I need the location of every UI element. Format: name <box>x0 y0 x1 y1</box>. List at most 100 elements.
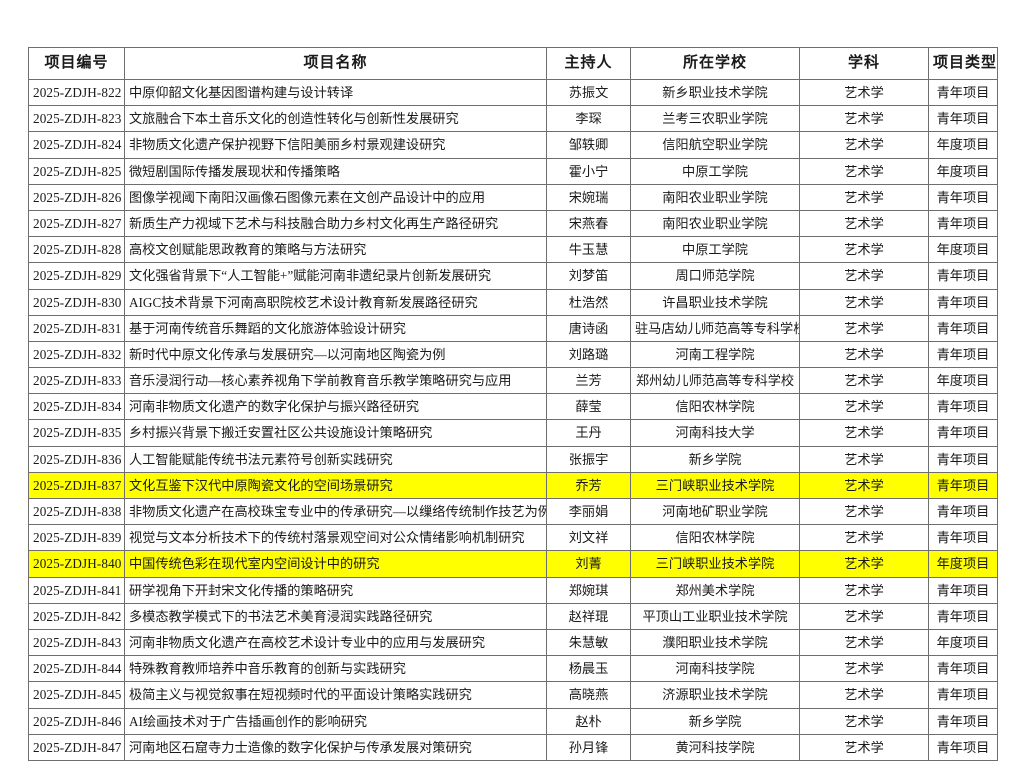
cell-school: 许昌职业技术学院 <box>630 288 800 316</box>
table-row[interactable]: 2025-ZDJH-824 非物质文化遗产保护视野下信阳美丽乡村景观建设研究 邹轶卿… <box>28 131 998 159</box>
table-row[interactable]: 2025-ZDJH-842 多模态教学模式下的书法艺术美育浸润实践路径研究 赵祥琨平… <box>28 602 998 630</box>
cell-project-code: 2025-ZDJH-825 <box>28 157 125 185</box>
cell-project-type: 青年项目 <box>928 707 998 735</box>
cell-project-code: 2025-ZDJH-847 <box>28 733 125 761</box>
cell-school: 信阳农林学院 <box>630 524 800 552</box>
cell-school: 中原工学院 <box>630 157 800 185</box>
cell-school: 郑州美术学院 <box>630 576 800 604</box>
cell-project-name: 视觉与文本分析技术下的传统村落景观空间对公众情绪影响机制研究 <box>124 524 547 552</box>
cell-host: 薛莹 <box>546 393 631 421</box>
cell-project-name: 乡村振兴背景下搬迁安置社区公共设施设计策略研究 <box>124 419 547 447</box>
cell-project-name: 河南地区石窟寺力士造像的数字化保护与传承发展对策研究 <box>124 733 547 761</box>
cell-project-type: 年度项目 <box>928 367 998 395</box>
cell-project-code: 2025-ZDJH-843 <box>28 628 125 657</box>
cell-subject: 艺术学 <box>799 157 929 185</box>
table-row[interactable]: 2025-ZDJH-836 人工智能赋能传统书法元素符号创新实践研究 张振宇 新乡学院… <box>28 445 998 473</box>
cell-school: 黄河科技学院 <box>630 733 800 761</box>
cell-subject: 艺术学 <box>799 497 929 526</box>
cell-project-name: 非物质文化遗产在高校珠宝专业中的传承研究—以缫络传统制作技艺为例 <box>124 497 547 526</box>
cell-project-type: 年度项目 <box>928 131 998 159</box>
table-row[interactable]: 2025-ZDJH-831 基于河南传统音乐舞蹈的文化旅游体验设计研究 唐诗函 驻马店… <box>28 314 998 342</box>
cell-subject: 艺术学 <box>799 550 929 578</box>
cell-school: 河南科技大学 <box>630 419 800 447</box>
table-row[interactable]: 2025-ZDJH-837 文化互鉴下汉代中原陶瓷文化的空间场景研究 乔芳 三门峡职业… <box>28 471 998 500</box>
cell-subject: 艺术学 <box>799 655 929 683</box>
table-row[interactable]: 2025-ZDJH-823 文旅融合下本土音乐文化的创造性转化与创新性发展研究 李琛… <box>28 105 998 133</box>
cell-subject: 艺术学 <box>799 367 929 395</box>
cell-subject: 艺术学 <box>799 105 929 133</box>
cell-project-type: 年度项目 <box>928 157 998 185</box>
cell-host: 杨晨玉 <box>546 655 631 683</box>
cell-school: 信阳农林学院 <box>630 393 800 421</box>
cell-school: 南阳农业职业学院 <box>630 209 800 238</box>
cell-host: 李丽娟 <box>546 497 631 526</box>
table-row[interactable]: 2025-ZDJH-830 AIGC技术背景下河南高职院校艺术设计教育新发展路径研… <box>28 288 998 316</box>
cell-project-name: 河南非物质文化遗产的数字化保护与振兴路径研究 <box>124 393 547 421</box>
cell-project-code: 2025-ZDJH-832 <box>28 340 125 369</box>
cell-school: 平顶山工业职业技术学院 <box>630 602 800 630</box>
cell-project-type: 青年项目 <box>928 576 998 604</box>
table-row[interactable]: 2025-ZDJH-832 新时代中原文化传承与发展研究—以河南地区陶瓷为例 刘路璐… <box>28 340 998 369</box>
table-row[interactable]: 2025-ZDJH-833 音乐浸润行动—核心素养视角下学前教育音乐教学策略研究与… <box>28 367 998 395</box>
cell-project-code: 2025-ZDJH-823 <box>28 105 125 133</box>
cell-school: 新乡学院 <box>630 707 800 735</box>
table-row[interactable]: 2025-ZDJH-827 新质生产力视域下艺术与科技融合助力乡村文化再生产路径研… <box>28 209 998 238</box>
cell-subject: 艺术学 <box>799 524 929 552</box>
table-row[interactable]: 2025-ZDJH-841 研学视角下开封宋文化传播的策略研究 郑婉琪 郑州美术学院艺… <box>28 576 998 604</box>
table-row[interactable]: 2025-ZDJH-846 AI绘画技术对于广告插画创作的影响研究 赵朴 新乡学院 艺术… <box>28 707 998 735</box>
cell-host: 刘梦笛 <box>546 262 631 290</box>
column-header-host: 主持人 <box>546 47 631 80</box>
cell-project-type: 青年项目 <box>928 288 998 316</box>
table-row[interactable]: 2025-ZDJH-828 高校文创赋能思政教育的策略与方法研究 牛玉慧 中原工学院艺… <box>28 236 998 264</box>
cell-host: 乔芳 <box>546 471 631 500</box>
column-header-school: 所在学校 <box>630 47 800 80</box>
table-row[interactable]: 2025-ZDJH-825 微短剧国际传播发展现状和传播策略 霍小宁 中原工学院 艺术学… <box>28 157 998 185</box>
table-row[interactable]: 2025-ZDJH-829 文化强省背景下“人工智能+”赋能河南非遗纪录片创新发展… <box>28 262 998 290</box>
table-row[interactable]: 2025-ZDJH-844 特殊教育教师培养中音乐教育的创新与实践研究 杨晨玉 河南科… <box>28 655 998 683</box>
table-row[interactable]: 2025-ZDJH-835 乡村振兴背景下搬迁安置社区公共设施设计策略研究 王丹 河南… <box>28 419 998 447</box>
table-row[interactable]: 2025-ZDJH-840 中国传统色彩在现代室内空间设计中的研究 刘菁 三门峡职业技… <box>28 550 998 578</box>
cell-subject: 艺术学 <box>799 209 929 238</box>
table-row[interactable]: 2025-ZDJH-838 非物质文化遗产在高校珠宝专业中的传承研究—以缫络传统制… <box>28 497 998 526</box>
cell-subject: 艺术学 <box>799 131 929 159</box>
cell-project-code: 2025-ZDJH-824 <box>28 131 125 159</box>
cell-school: 河南科技学院 <box>630 655 800 683</box>
cell-host: 宋燕春 <box>546 209 631 238</box>
cell-school: 新乡职业技术学院 <box>630 78 800 107</box>
cell-subject: 艺术学 <box>799 314 929 342</box>
cell-school: 河南地矿职业学院 <box>630 497 800 526</box>
table-row[interactable]: 2025-ZDJH-839 视觉与文本分析技术下的传统村落景观空间对公众情绪影响机… <box>28 524 998 552</box>
cell-project-code: 2025-ZDJH-841 <box>28 576 125 604</box>
cell-project-name: 高校文创赋能思政教育的策略与方法研究 <box>124 236 547 264</box>
cell-project-code: 2025-ZDJH-846 <box>28 707 125 735</box>
table-row[interactable]: 2025-ZDJH-834 河南非物质文化遗产的数字化保护与振兴路径研究 薛莹 信阳农… <box>28 393 998 421</box>
cell-subject: 艺术学 <box>799 78 929 107</box>
table-row[interactable]: 2025-ZDJH-843 河南非物质文化遗产在高校艺术设计专业中的应用与发展研究… <box>28 628 998 657</box>
cell-project-code: 2025-ZDJH-822 <box>28 78 125 107</box>
cell-project-code: 2025-ZDJH-836 <box>28 445 125 473</box>
cell-project-name: 新时代中原文化传承与发展研究—以河南地区陶瓷为例 <box>124 340 547 369</box>
cell-subject: 艺术学 <box>799 681 929 709</box>
cell-host: 朱慧敏 <box>546 628 631 657</box>
cell-subject: 艺术学 <box>799 393 929 421</box>
table-row[interactable]: 2025-ZDJH-847 河南地区石窟寺力士造像的数字化保护与传承发展对策研究孙… <box>28 733 998 761</box>
cell-project-code: 2025-ZDJH-845 <box>28 681 125 709</box>
cell-project-name: 图像学视阈下南阳汉画像石图像元素在文创产品设计中的应用 <box>124 183 547 211</box>
cell-host: 张振宇 <box>546 445 631 473</box>
cell-host: 刘菁 <box>546 550 631 578</box>
table-row[interactable]: 2025-ZDJH-826 图像学视阈下南阳汉画像石图像元素在文创产品设计中的应用… <box>28 183 998 211</box>
cell-school: 济源职业技术学院 <box>630 681 800 709</box>
cell-school: 三门峡职业技术学院 <box>630 550 800 578</box>
cell-host: 唐诗函 <box>546 314 631 342</box>
cell-subject: 艺术学 <box>799 602 929 630</box>
cell-school: 三门峡职业技术学院 <box>630 471 800 500</box>
table-row[interactable]: 2025-ZDJH-845 极简主义与视觉叙事在短视频时代的平面设计策略实践研究高… <box>28 681 998 709</box>
cell-host: 王丹 <box>546 419 631 447</box>
cell-project-type: 青年项目 <box>928 524 998 552</box>
cell-host: 赵祥琨 <box>546 602 631 630</box>
table-row[interactable]: 2025-ZDJH-822 中原仰韶文化基因图谱构建与设计转译 苏振文 新乡职业技术学… <box>28 78 998 107</box>
cell-subject: 艺术学 <box>799 733 929 761</box>
cell-project-type: 青年项目 <box>928 445 998 473</box>
cell-project-code: 2025-ZDJH-835 <box>28 419 125 447</box>
cell-project-code: 2025-ZDJH-833 <box>28 367 125 395</box>
